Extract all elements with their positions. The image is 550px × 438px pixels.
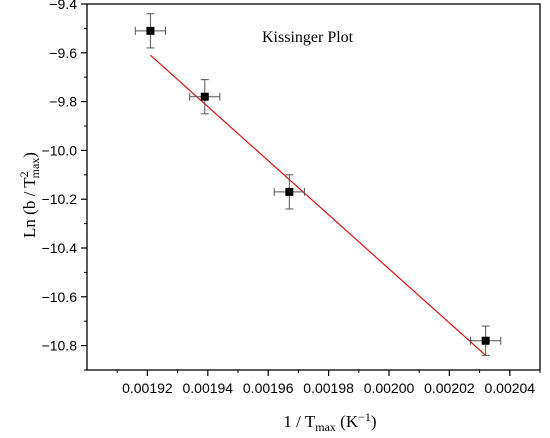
x-tick-label: 0.00202 (424, 380, 475, 396)
data-point (189, 79, 221, 115)
x-axis-title: 1 / Tmax (K−1) (283, 410, 376, 434)
y-tick-label: −10.6 (42, 289, 78, 305)
y-tick-label: −10.2 (42, 191, 78, 207)
x-tick-label: 0.00194 (182, 380, 233, 396)
x-tick-label: 0.00204 (484, 380, 535, 396)
x-tick-label: 0.00200 (364, 380, 415, 396)
y-axis-ticks: −9.4 −9.6 −9.8 −10.0 −10.2 −10.4 −10.6 −10.8 (42, 0, 87, 371)
y-axis-title-main: Ln (b / T (20, 177, 39, 238)
point-marker (285, 187, 294, 196)
point-marker (481, 336, 490, 345)
y-axis-title-sub: max (28, 158, 42, 179)
y-axis-title: Ln (b / T2max) (17, 152, 42, 238)
y-tick-label: −10.4 (42, 240, 78, 256)
plot-frame (86, 3, 541, 371)
y-tick-label: −9.4 (49, 0, 77, 12)
data-point (273, 174, 305, 210)
point-marker (146, 26, 155, 35)
x-axis-title-close: ) (371, 412, 377, 431)
data-point (134, 13, 167, 49)
x-axis-title-main: 1 / T (283, 412, 315, 431)
x-axis-title-unit: (K (336, 412, 359, 431)
point-marker (200, 92, 209, 101)
x-tick-label: 0.00198 (303, 380, 354, 396)
x-tick-label: 0.00196 (243, 380, 294, 396)
fit-line-group (150, 54, 487, 356)
y-axis-title-sup: 2 (17, 171, 31, 177)
y-tick-label: −9.8 (49, 94, 77, 110)
x-axis-ticks: 0.00192 0.00194 0.00196 0.00198 0.00200 0.002… (116, 370, 541, 396)
fit-line (150, 54, 487, 356)
data-point (470, 325, 502, 356)
y-axis-title-close: ) (20, 152, 39, 158)
data-points (134, 13, 502, 356)
y-tick-label: −10.8 (42, 338, 78, 354)
plot-axes (86, 3, 541, 371)
plot-annotation: Kissinger Plot (262, 29, 354, 46)
x-axis-title-sub: max (315, 420, 336, 434)
y-tick-label: −9.6 (49, 45, 77, 61)
y-tick-label: −10.0 (42, 142, 78, 158)
x-axis-title-unit-sup: −1 (358, 410, 371, 424)
x-tick-label: 0.00192 (122, 380, 173, 396)
